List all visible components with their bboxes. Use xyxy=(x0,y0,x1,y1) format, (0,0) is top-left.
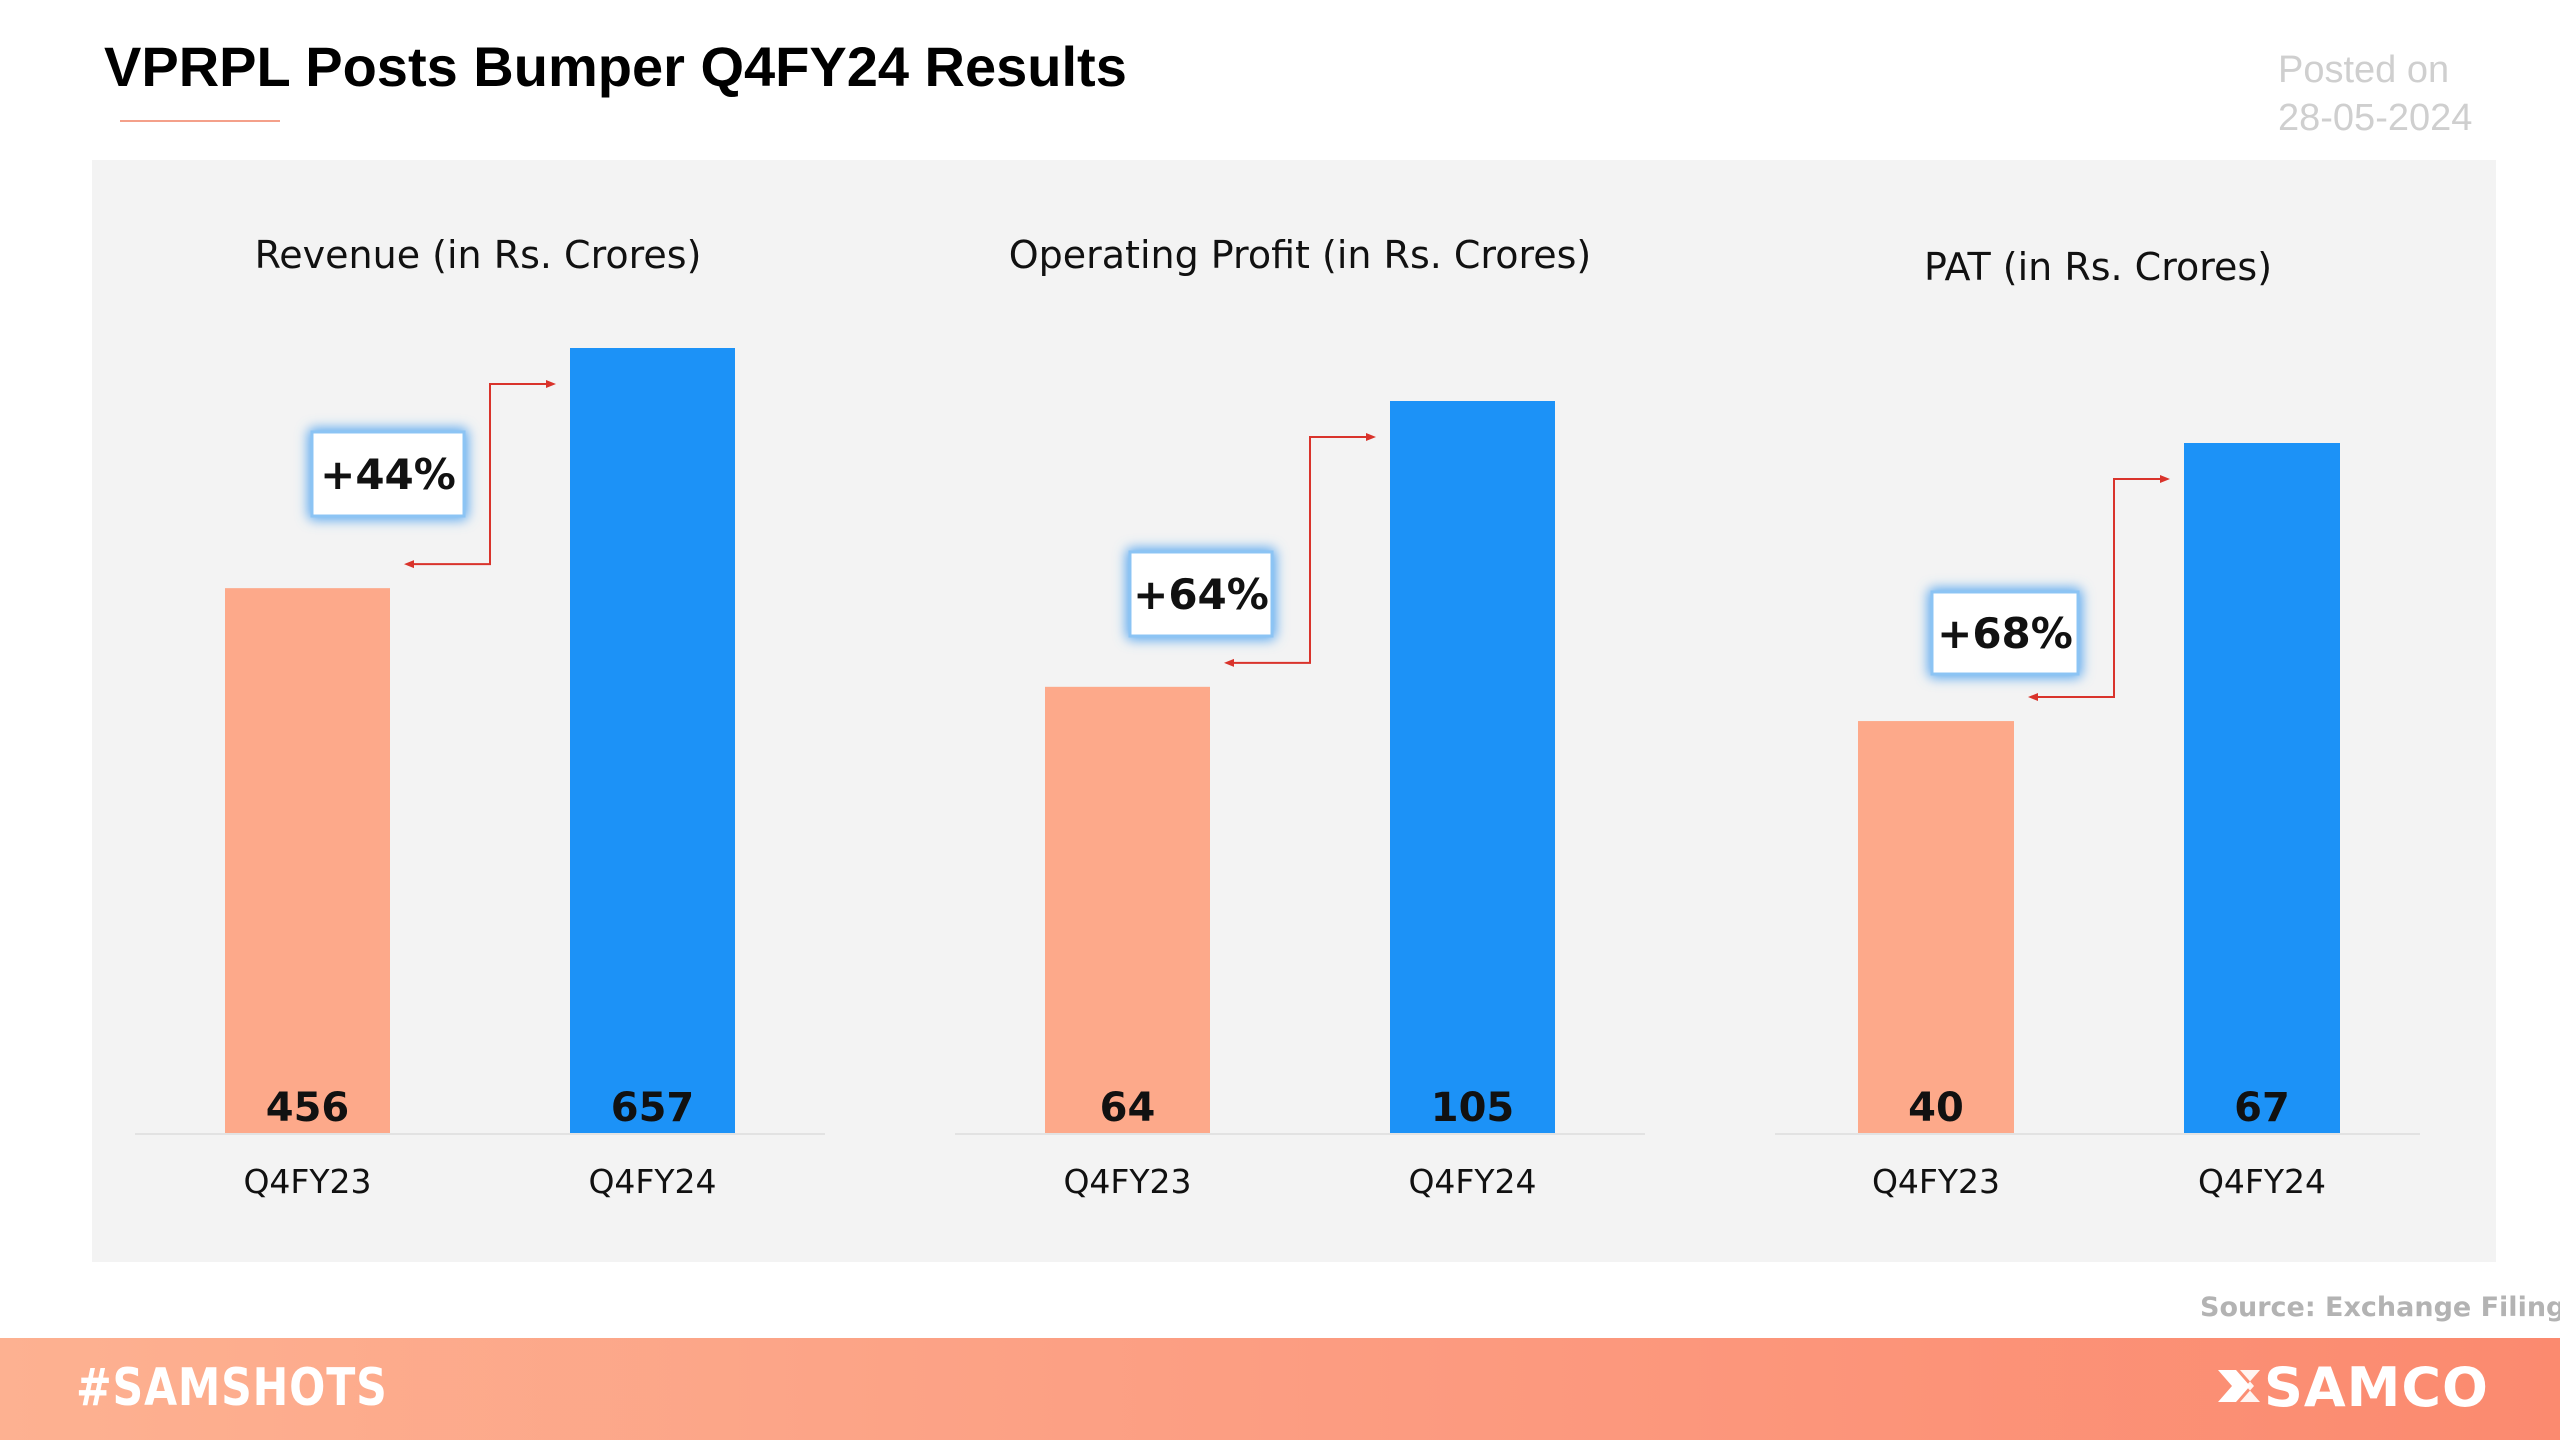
operating-profit-bar-q4fy24 xyxy=(1390,401,1555,1133)
operating-profit-connector-arrowhead-right xyxy=(1366,433,1376,441)
revenue-bar-q4fy23 xyxy=(225,588,390,1133)
operating-profit-chart-title: Operating Profit (in Rs. Crores) xyxy=(1009,233,1592,277)
hashtag-label: #SAMSHOTS xyxy=(76,1358,388,1418)
operating-profit-tick-label-curr: Q4FY24 xyxy=(1408,1162,1536,1201)
revenue-tick-label-curr: Q4FY24 xyxy=(588,1162,716,1201)
revenue-value-label-prev: 456 xyxy=(266,1085,350,1131)
operating-profit-value-label-prev: 64 xyxy=(1100,1085,1156,1131)
pat-connector-arrowhead-right xyxy=(2160,475,2170,483)
operating-profit-bar-q4fy23 xyxy=(1045,686,1210,1133)
operating-profit-growth-badge xyxy=(1128,550,1274,638)
revenue-bar-q4fy24 xyxy=(570,348,735,1133)
chart-panel xyxy=(92,160,2496,1262)
operating-profit-value-label-curr: 105 xyxy=(1431,1085,1515,1131)
footer-bar: #SAMSHOTS SAMCO xyxy=(0,1338,2560,1440)
pat-growth-label: +68% xyxy=(1937,609,2073,658)
pat-growth-badge xyxy=(1930,590,2080,676)
operating-profit-growth-label: +64% xyxy=(1133,570,1269,619)
revenue-growth-connector xyxy=(412,383,548,566)
revenue-connector-arrowhead-left xyxy=(404,560,414,569)
title-underline xyxy=(120,120,280,122)
operating-profit-tick-label-prev: Q4FY23 xyxy=(1063,1162,1191,1201)
pat-tick-label-curr: Q4FY24 xyxy=(2198,1162,2326,1201)
pat-connector-arrowhead-left xyxy=(2028,693,2038,702)
posted-date: 28-05-2024 xyxy=(2278,97,2473,139)
brand-logo: SAMCO xyxy=(2214,1356,2494,1420)
pat-growth-connector xyxy=(2036,478,2162,699)
revenue-tick-label-prev: Q4FY23 xyxy=(243,1162,371,1201)
operating-profit-growth-connector xyxy=(1232,436,1368,664)
revenue-connector-arrowhead-right xyxy=(546,380,556,388)
posted-info: Posted on 28-05-2024 xyxy=(2278,46,2538,142)
brand-name: SAMCO xyxy=(2264,1356,2489,1419)
pat-chart-title: PAT (in Rs. Crores) xyxy=(1924,245,2272,289)
pat-value-label-curr: 67 xyxy=(2234,1085,2290,1131)
revenue-growth-badge xyxy=(310,430,466,518)
pat-bar-q4fy23 xyxy=(1858,721,2014,1133)
source-note: Source: Exchange Filings xyxy=(2200,1292,2560,1323)
revenue-growth-label: +44% xyxy=(320,450,456,499)
revenue-value-label-curr: 657 xyxy=(611,1085,695,1131)
pat-tick-label-prev: Q4FY23 xyxy=(1872,1162,2000,1201)
operating-profit-connector-arrowhead-left xyxy=(1224,658,1234,667)
pat-bar-q4fy24 xyxy=(2184,443,2340,1133)
posted-label: Posted on xyxy=(2278,49,2450,91)
samco-logo-icon xyxy=(2218,1370,2260,1402)
page-title: VPRPL Posts Bumper Q4FY24 Results xyxy=(104,35,1127,98)
revenue-chart-title: Revenue (in Rs. Crores) xyxy=(255,233,702,277)
pat-value-label-prev: 40 xyxy=(1908,1085,1964,1131)
